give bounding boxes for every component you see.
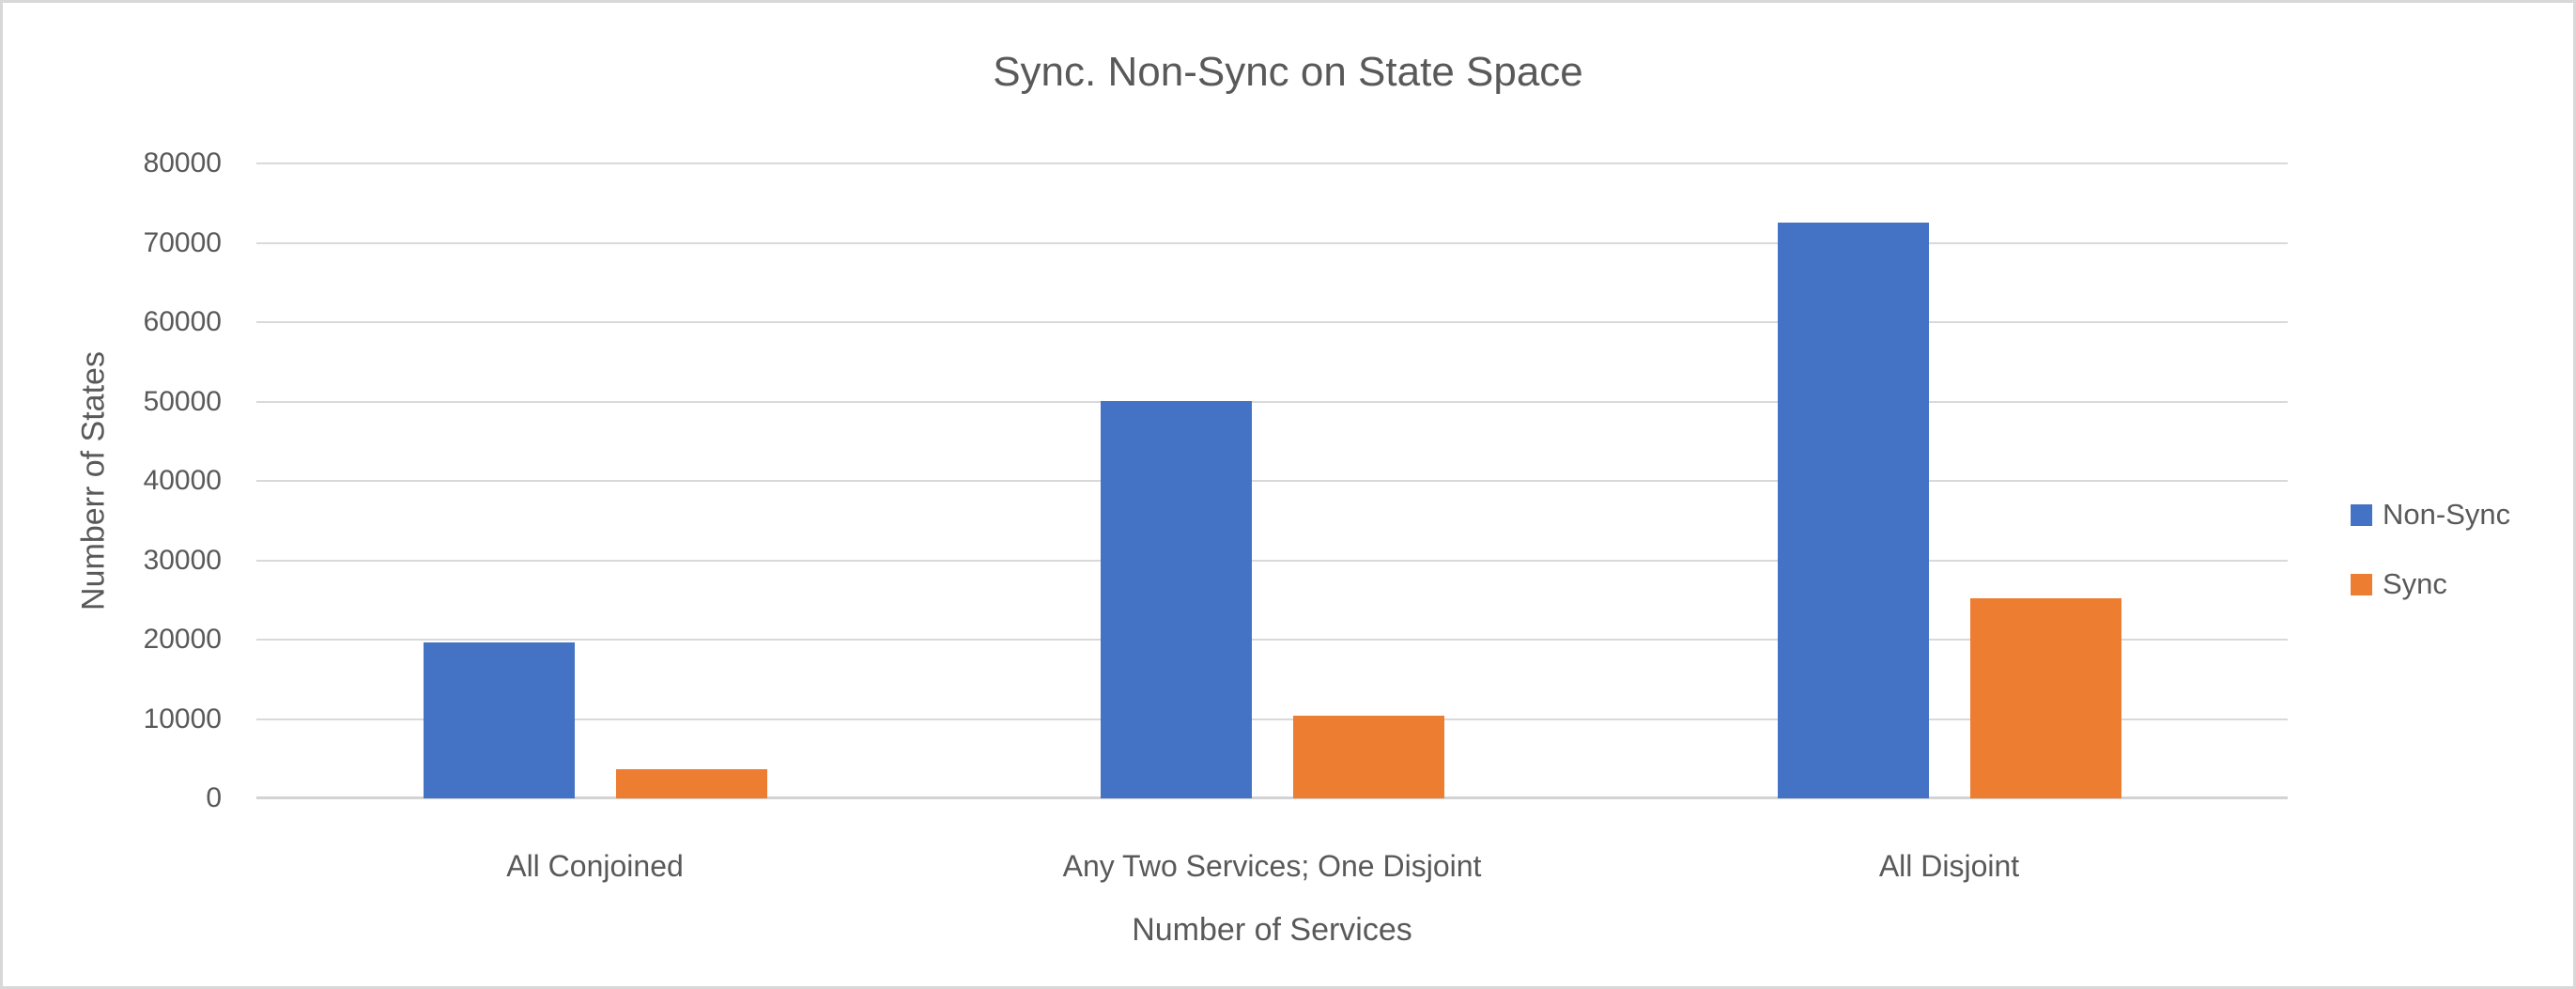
gridline-60000 — [256, 321, 2288, 323]
legend: Non-Sync Sync — [2351, 498, 2511, 640]
legend-label-non-sync: Non-Sync — [2383, 498, 2511, 531]
x-axis-line — [256, 796, 2288, 799]
bar-non-sync-all-conjoined — [423, 642, 575, 798]
legend-label-sync: Sync — [2383, 567, 2447, 600]
gridline-80000 — [256, 162, 2288, 164]
x-category-label-all-disjoint: All Disjoint — [1878, 849, 2020, 883]
bar-sync-all-disjoint — [1969, 598, 2121, 798]
y-tick-label-10000: 10000 — [143, 703, 222, 734]
plot-area — [256, 162, 2288, 799]
x-category-label-all-conjoined: All Conjoined — [506, 849, 684, 883]
bar-group-all-conjoined — [256, 642, 933, 798]
bar-non-sync-all-disjoint — [1777, 223, 1929, 798]
y-tick-label-60000: 60000 — [143, 306, 222, 337]
gridline-40000 — [256, 480, 2288, 482]
gridline-10000 — [256, 719, 2288, 720]
gridline-20000 — [256, 639, 2288, 641]
legend-item-sync: Sync — [2351, 567, 2510, 600]
bar-sync-any-two-services-one-disjoint — [1292, 716, 1444, 798]
bar-non-sync-any-two-services-one-disjoint — [1100, 401, 1252, 798]
y-tick-label-50000: 50000 — [143, 386, 222, 417]
bars-container — [256, 163, 2288, 798]
y-tick-label-30000: 30000 — [143, 545, 222, 576]
legend-swatch-sync-icon — [2351, 573, 2372, 595]
y-tick-label-80000: 80000 — [143, 147, 222, 178]
y-tick-label-0: 0 — [206, 782, 222, 813]
gridline-50000 — [256, 401, 2288, 403]
x-category-label-any-two-services-one-disjoint: Any Two Services; One Disjoint — [1062, 849, 1482, 883]
bar-group-all-disjoint — [1611, 223, 2288, 798]
x-axis-title: Number of Services — [1132, 912, 1412, 948]
y-tick-label-20000: 20000 — [143, 624, 222, 655]
x-axis-category-labels: All Conjoined Any Two Services; One Disjo… — [256, 849, 2288, 884]
bar-group-any-two-services-one-disjoint — [933, 401, 1611, 798]
gridline-70000 — [256, 242, 2288, 244]
y-tick-label-40000: 40000 — [143, 465, 222, 496]
gridline-30000 — [256, 560, 2288, 562]
legend-item-non-sync: Non-Sync — [2351, 498, 2511, 531]
y-tick-label-70000: 70000 — [143, 227, 222, 258]
chart-title: Sync. Non-Sync on State Space — [993, 49, 1583, 95]
bar-sync-all-conjoined — [615, 769, 767, 798]
legend-swatch-non-sync-icon — [2351, 503, 2372, 526]
